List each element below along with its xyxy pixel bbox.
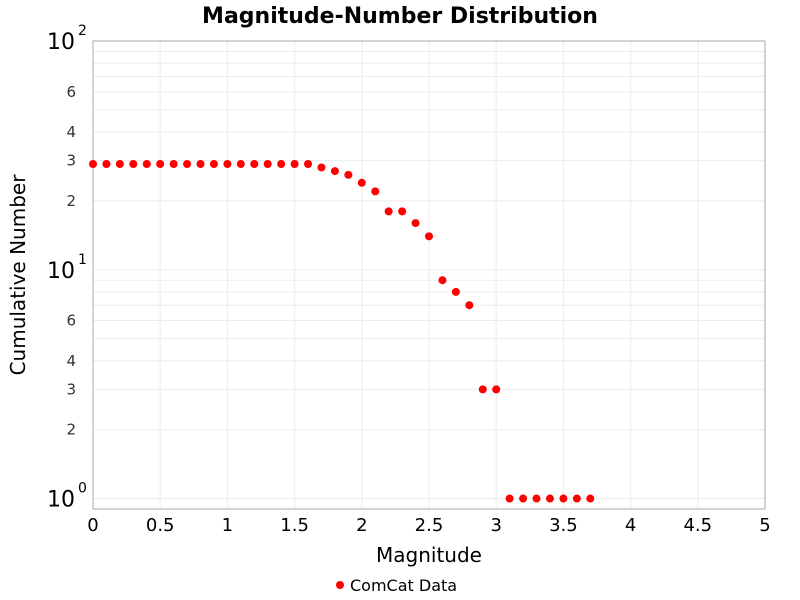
legend-marker (336, 581, 344, 589)
data-point (344, 170, 353, 179)
y-tick-exponent: 0 (78, 481, 87, 497)
data-point (236, 159, 245, 168)
data-point (330, 167, 339, 176)
data-point (250, 159, 259, 168)
x-tick-label: 1.5 (280, 515, 309, 536)
data-point (183, 159, 192, 168)
x-tick-label: 3 (490, 515, 501, 536)
chart-title: Magnitude-Number Distribution (202, 4, 598, 29)
x-tick-label: 4 (625, 515, 636, 536)
data-point (398, 207, 407, 216)
data-point (223, 159, 232, 168)
data-point (371, 187, 380, 196)
data-point (586, 494, 595, 503)
data-point (317, 163, 326, 172)
data-points (89, 159, 595, 503)
data-point (129, 159, 138, 168)
x-tick-label: 2.5 (415, 515, 444, 536)
data-point (438, 276, 447, 285)
y-minor-tick-label: 2 (66, 421, 76, 439)
y-minor-tick-label: 6 (66, 312, 76, 330)
legend-label: ComCat Data (350, 576, 457, 595)
y-minor-tick-label: 4 (66, 352, 76, 370)
data-point (156, 159, 165, 168)
data-point (290, 159, 299, 168)
x-tick-label: 0 (87, 515, 98, 536)
data-point (559, 494, 568, 503)
data-point (532, 494, 541, 503)
x-tick-label: 5 (759, 515, 770, 536)
y-major-tick-label: 10 (47, 259, 75, 284)
y-major-tick-label: 10 (47, 30, 75, 55)
y-tick-exponent: 1 (78, 252, 87, 268)
data-point (142, 159, 151, 168)
data-point (425, 232, 433, 241)
data-point (169, 159, 178, 168)
x-axis-label: Magnitude (376, 543, 482, 567)
data-point (478, 385, 487, 394)
x-tick-label: 3.5 (549, 515, 578, 536)
data-point (357, 178, 366, 187)
y-minor-tick-label: 3 (66, 152, 76, 170)
data-point (384, 207, 393, 216)
data-point (304, 159, 313, 168)
y-tick-exponent: 2 (78, 23, 87, 39)
grid (92, 40, 766, 509)
y-axis-label: Cumulative Number (6, 174, 30, 376)
data-point (102, 159, 111, 168)
data-point (115, 159, 124, 168)
y-minor-tick-label: 2 (66, 192, 76, 210)
plot-frame (92, 40, 766, 510)
y-minor-tick-label: 4 (66, 123, 76, 141)
data-point (263, 159, 272, 168)
data-point (196, 159, 205, 168)
y-minor-tick-label: 3 (66, 380, 76, 398)
x-tick-label: 4.5 (683, 515, 712, 536)
x-tick-label: 1 (222, 515, 233, 536)
x-tick-label: 0.5 (146, 515, 175, 536)
data-point (209, 159, 218, 168)
y-major-tick-label: 10 (47, 488, 75, 513)
data-point (465, 301, 474, 310)
x-tick-label: 2 (356, 515, 367, 536)
data-point (411, 219, 420, 228)
legend: ComCat Data (336, 576, 457, 595)
data-point (492, 385, 501, 394)
data-point (545, 494, 554, 503)
data-point (277, 159, 286, 168)
data-point (505, 494, 514, 503)
data-point (451, 287, 460, 296)
data-point (519, 494, 528, 503)
data-point (89, 159, 97, 168)
data-point (572, 494, 581, 503)
y-minor-tick-label: 6 (66, 83, 76, 101)
